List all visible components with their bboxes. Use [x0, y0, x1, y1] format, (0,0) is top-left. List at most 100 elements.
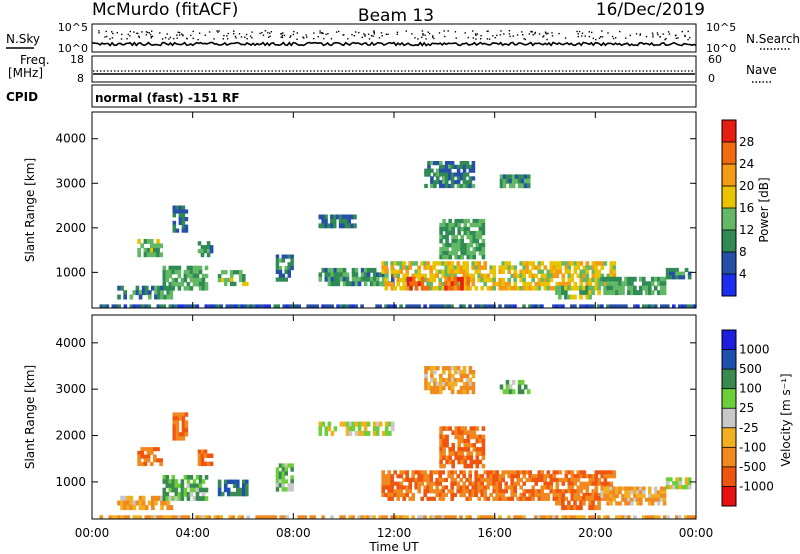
echo-cell-14	[612, 486, 616, 491]
echo-cell-2	[153, 458, 157, 463]
echo-cell-9	[384, 481, 388, 486]
echo-cell-9	[579, 474, 584, 479]
echo-cell-8	[372, 281, 377, 287]
echo-cell-0	[261, 304, 265, 309]
nsearch-dot	[234, 35, 237, 38]
echo-cell-9	[341, 223, 346, 229]
echo-cell-13	[573, 495, 577, 501]
echo-cell-0	[327, 304, 331, 309]
echo-cell-8	[342, 276, 347, 282]
echo-cell-9	[540, 485, 545, 490]
echo-cell-10	[510, 273, 514, 279]
echo-cell-9	[591, 474, 596, 479]
echo-cell-9	[405, 485, 409, 490]
echo-cell-3	[198, 487, 203, 493]
echo-cell-17	[600, 281, 604, 287]
echo-cell-13	[433, 172, 437, 177]
echo-cell-10	[549, 269, 554, 274]
echo-cell-0	[441, 515, 445, 520]
echo-cell-17	[642, 276, 646, 282]
echo-cell-16	[588, 294, 592, 300]
echo-cell-4	[184, 412, 189, 417]
echo-cell-0	[651, 515, 655, 520]
echo-cell-18	[672, 275, 676, 280]
echo-cell-8	[318, 272, 323, 278]
echo-cell-3	[201, 487, 206, 493]
echo-cell-10	[522, 261, 526, 266]
echo-cell-11	[439, 459, 443, 465]
echo-cell-10	[459, 377, 464, 383]
echo-cell-1	[135, 290, 140, 296]
echo-cell-0	[411, 515, 415, 520]
echo-cell-11	[469, 459, 474, 465]
echo-cell-9	[435, 481, 439, 486]
echo-cell-13	[555, 500, 559, 506]
echo-cell-8	[321, 421, 326, 427]
echo-cell-11	[466, 447, 471, 452]
echo-cell-13	[471, 183, 476, 189]
echo-cell-0	[513, 304, 517, 309]
x-tick-label: 00:00	[679, 526, 714, 540]
echo-cell-16	[561, 290, 565, 296]
echo-cell-9	[450, 481, 454, 486]
echo-cell-6	[242, 277, 246, 283]
echo-cell-8	[366, 267, 371, 273]
power-colorbar-tick-label: 24	[739, 157, 754, 171]
echo-cell-10	[433, 381, 437, 387]
echo-cell-13	[573, 505, 577, 511]
echo-cell-7	[278, 471, 283, 476]
echo-cell-10	[534, 286, 538, 291]
echo-cell-14	[481, 239, 486, 244]
echo-cell-9	[510, 470, 514, 475]
nsearch-dot	[578, 30, 581, 33]
echo-cell-13	[561, 500, 565, 506]
echo-cell-14	[451, 247, 455, 252]
echo-cell-14	[475, 239, 480, 244]
echo-cell-10	[552, 286, 557, 291]
echo-cell-0	[105, 304, 110, 309]
echo-cell-10	[390, 261, 394, 266]
echo-cell-14	[451, 251, 455, 256]
echo-cell-15	[684, 477, 689, 482]
echo-cell-9	[486, 474, 490, 479]
echo-cell-0	[591, 304, 595, 309]
echo-cell-14	[636, 486, 640, 491]
echo-cell-0	[255, 515, 259, 520]
echo-cell-9	[384, 477, 388, 483]
echo-cell-10	[430, 389, 434, 395]
echo-cell-15	[508, 183, 513, 189]
echo-cell-2	[153, 447, 157, 452]
nsearch-dot	[106, 35, 108, 38]
echo-cell-9	[486, 485, 490, 490]
echo-cell-0	[546, 515, 550, 520]
echo-cell-14	[469, 230, 474, 236]
echo-cell-13	[471, 176, 476, 181]
nsearch-dot	[354, 31, 357, 33]
nsearch-dot	[190, 34, 192, 37]
echo-cell-10	[492, 273, 496, 279]
echo-cell-10	[423, 261, 427, 266]
nsearch-dot	[534, 32, 536, 35]
echo-cell-10	[417, 269, 421, 274]
echo-cell-10	[585, 273, 590, 279]
echo-cell-12	[453, 285, 458, 291]
echo-cell-8	[354, 276, 359, 282]
echo-cell-14	[439, 251, 443, 256]
echo-cell-9	[420, 496, 424, 501]
echo-cell-10	[453, 273, 457, 279]
echo-cell-9	[510, 485, 514, 490]
nsearch-dot	[313, 32, 315, 34]
echo-cell-10	[405, 265, 409, 270]
echo-cell-7	[290, 487, 294, 492]
echo-cell-4	[184, 209, 189, 214]
echo-cell-4	[184, 217, 189, 222]
echo-cell-3	[195, 269, 200, 275]
echo-cell-9	[468, 496, 472, 501]
echo-cell-14	[445, 230, 449, 236]
nsearch-dot	[522, 34, 524, 36]
echo-cell-11	[451, 451, 455, 456]
echo-cell-9	[338, 223, 343, 229]
echo-cell-11	[460, 426, 464, 431]
echo-cell-9	[390, 477, 394, 483]
echo-cell-0	[138, 304, 143, 309]
